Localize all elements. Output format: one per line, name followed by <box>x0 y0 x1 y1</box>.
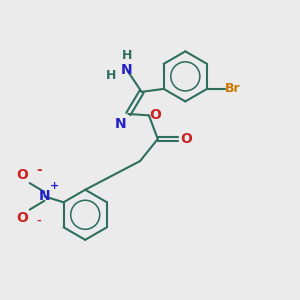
Text: +: + <box>50 181 59 191</box>
Text: O: O <box>149 108 161 122</box>
Text: -: - <box>36 163 42 177</box>
Text: -: - <box>36 215 41 226</box>
Text: N: N <box>115 117 127 131</box>
Text: N: N <box>121 63 133 77</box>
Text: O: O <box>16 211 28 225</box>
Text: H: H <box>122 50 132 62</box>
Text: O: O <box>180 132 192 146</box>
Text: O: O <box>16 168 28 182</box>
Text: H: H <box>106 69 116 82</box>
Text: N: N <box>39 189 50 203</box>
Text: Br: Br <box>225 82 241 95</box>
